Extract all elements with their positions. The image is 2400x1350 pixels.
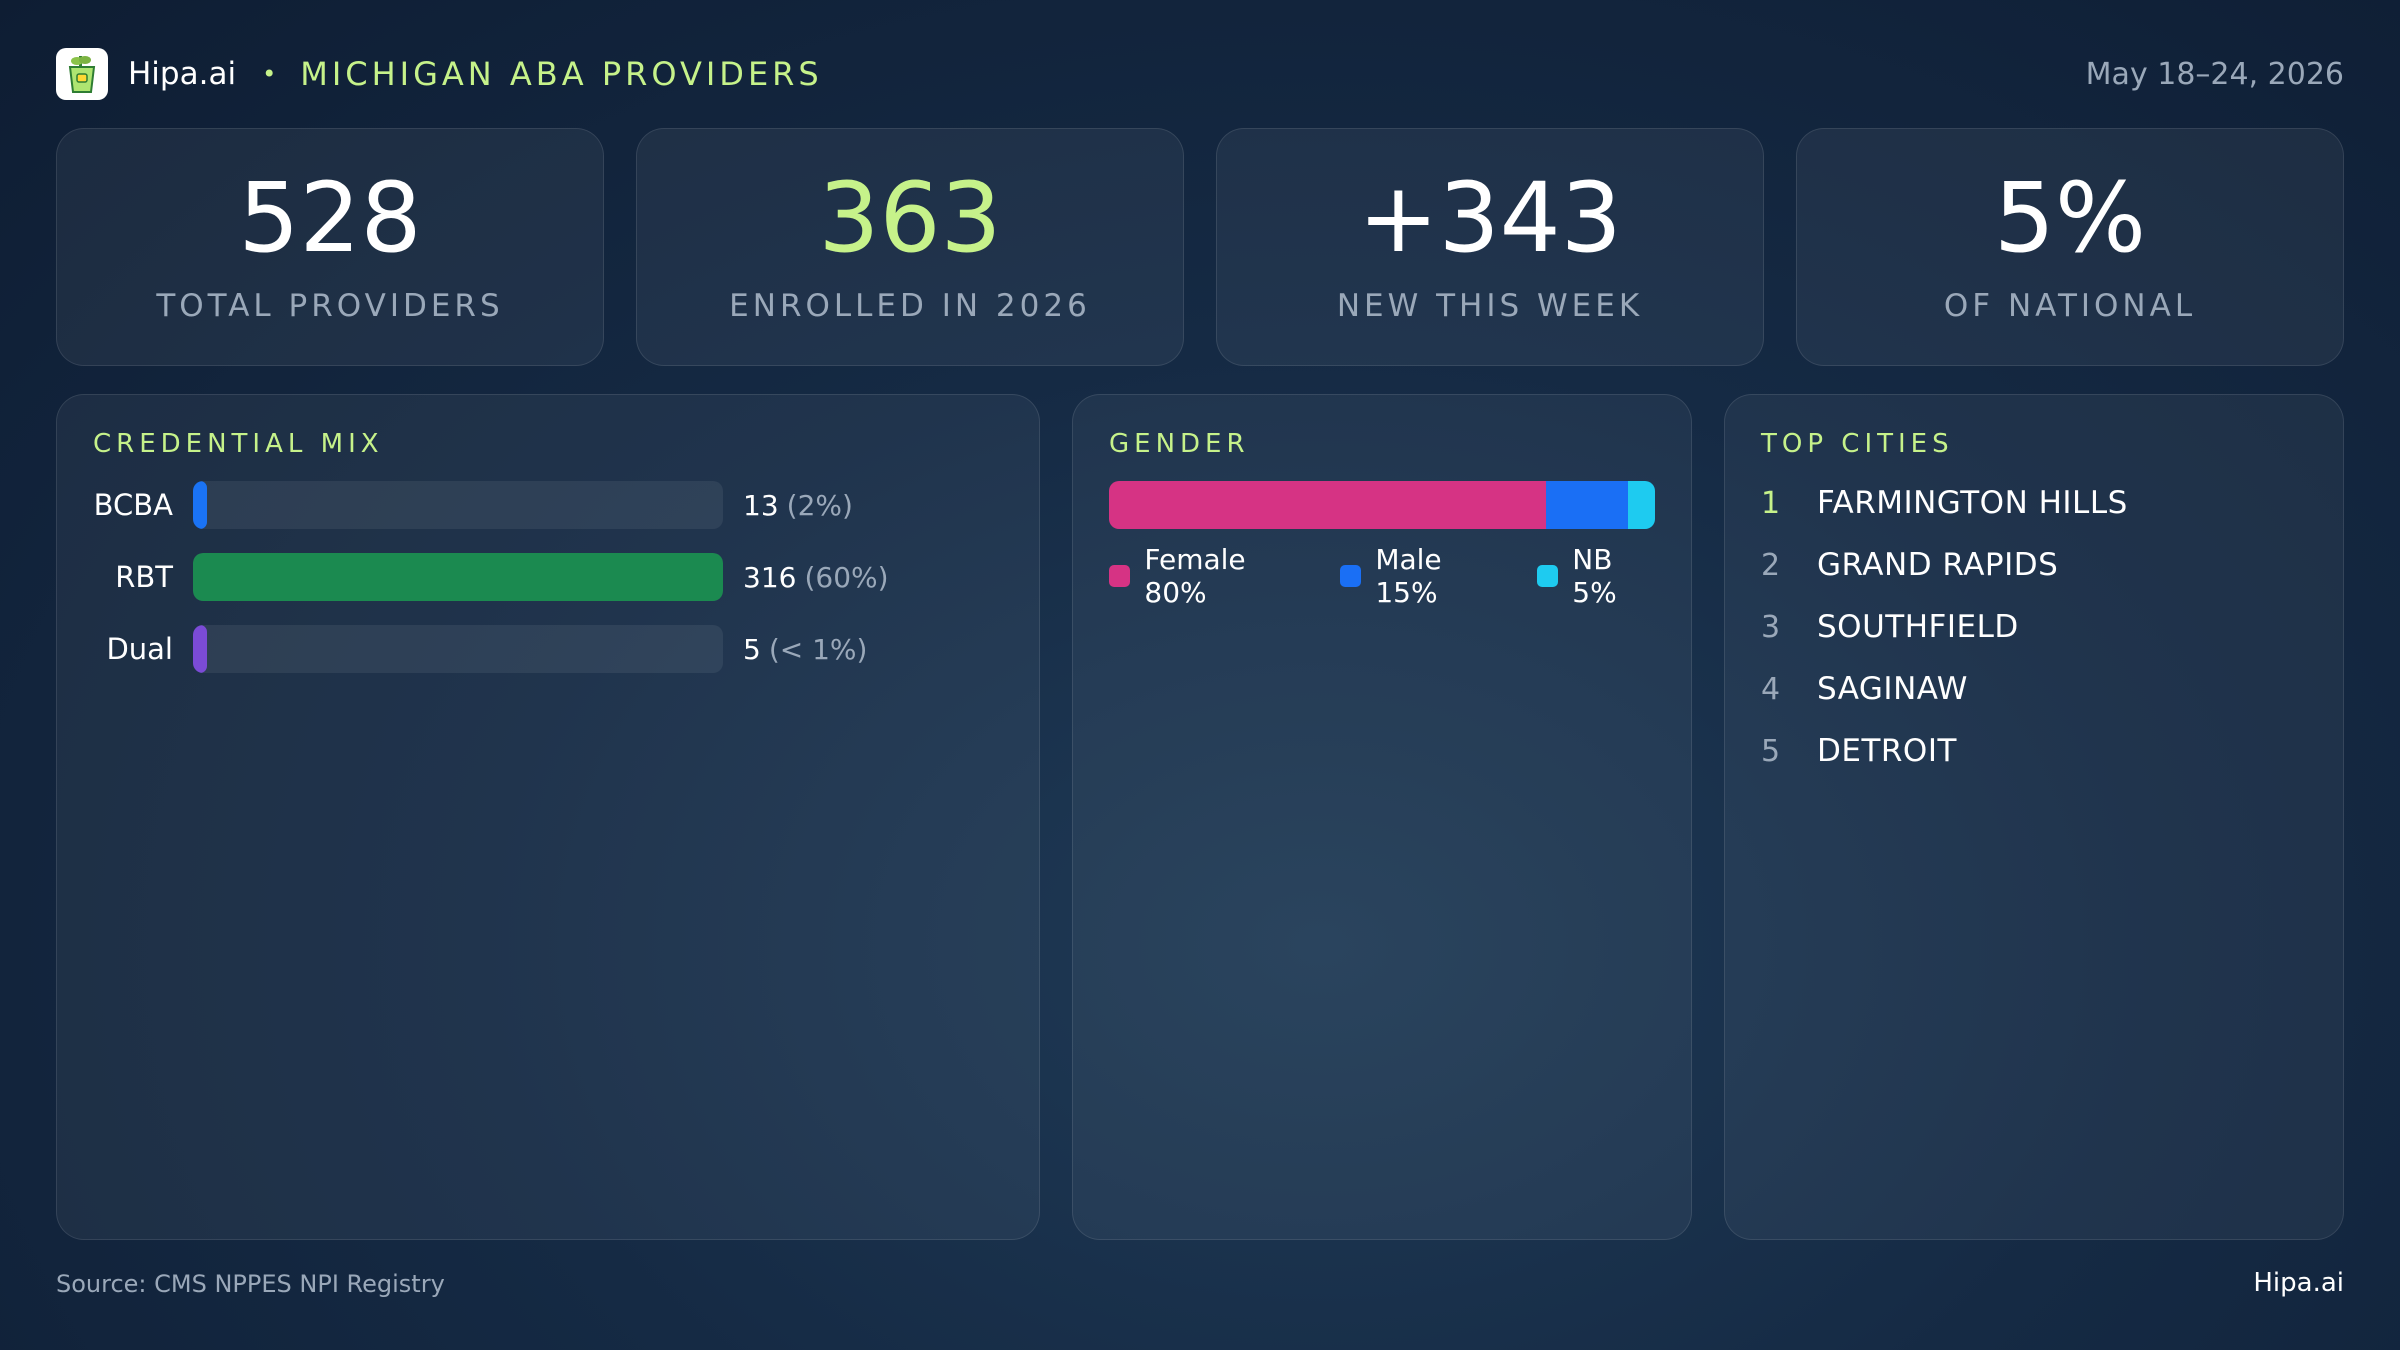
credential-count: 13: [743, 488, 779, 522]
stat-value: 363: [818, 162, 1002, 274]
credential-row-dual: Dual 5 (< 1%): [57, 625, 867, 673]
city-name: DETROIT: [1817, 733, 1957, 769]
credential-track: [193, 553, 723, 601]
panel-title: GENDER: [1109, 429, 1250, 459]
stat-label: TOTAL PROVIDERS: [156, 288, 504, 324]
city-name: GRAND RAPIDS: [1817, 547, 2059, 583]
gender-stacked-bar: [1109, 481, 1655, 529]
header: Hipa.ai • MICHIGAN ABA PROVIDERS May 18–…: [56, 48, 2344, 100]
gender-legend: Female 80% Male 15% NB 5%: [1109, 543, 1691, 609]
credential-bar-dual: [193, 625, 207, 673]
city-name: FARMINGTON HILLS: [1817, 485, 2128, 521]
stat-value: 5%: [1993, 162, 2147, 274]
legend-item-male: Male 15%: [1339, 543, 1509, 609]
drink-cup-icon: [68, 56, 96, 93]
date-range: May 18–24, 2026: [2085, 56, 2344, 92]
credential-mix-panel: CREDENTIAL MIX BCBA 13 (2%) RBT 316 (60%…: [56, 394, 1040, 1240]
gender-panel: GENDER Female 80% Male 15% NB 5%: [1072, 394, 1692, 1240]
gender-segment-nb: [1627, 481, 1655, 529]
stat-enrolled: 363 ENROLLED IN 2026: [636, 128, 1184, 366]
panel-title: CREDENTIAL MIX: [93, 429, 384, 459]
stat-label: ENROLLED IN 2026: [729, 288, 1091, 324]
city-row: 1 FARMINGTON HILLS: [1761, 483, 2128, 523]
legend-swatch: [1339, 565, 1362, 587]
city-name: SOUTHFIELD: [1817, 609, 2019, 645]
brand-name: Hipa.ai: [128, 56, 237, 92]
city-rank: 5: [1761, 733, 1781, 769]
city-rank: 4: [1761, 671, 1781, 707]
credential-label: Dual: [106, 632, 173, 666]
city-rank: 1: [1761, 485, 1781, 521]
credential-track: [193, 481, 723, 529]
footer-brand: Hipa.ai: [2253, 1268, 2344, 1298]
credential-percent: (2%): [786, 488, 853, 522]
city-row: 5 DETROIT: [1761, 731, 1957, 771]
gender-segment-female: [1109, 481, 1546, 529]
stat-value: 528: [238, 162, 422, 274]
city-row: 3 SOUTHFIELD: [1761, 607, 2019, 647]
legend-label: NB 5%: [1572, 543, 1617, 609]
credential-bar-rbt: [193, 553, 723, 601]
page-title: MICHIGAN ABA PROVIDERS: [300, 55, 823, 93]
panel-title: TOP CITIES: [1761, 429, 1954, 459]
stat-of-national: 5% OF NATIONAL: [1796, 128, 2344, 366]
credential-row-bcba: BCBA 13 (2%): [57, 481, 853, 529]
app-logo: [56, 48, 108, 100]
city-rank: 2: [1761, 547, 1781, 583]
legend-label: Female 80%: [1144, 543, 1246, 609]
top-cities-panel: TOP CITIES 1 FARMINGTON HILLS 2 GRAND RA…: [1724, 394, 2344, 1240]
legend-item-female: Female 80%: [1109, 543, 1312, 609]
legend-swatch: [1109, 565, 1131, 587]
city-row: 2 GRAND RAPIDS: [1761, 545, 2058, 585]
stat-new-this-week: +343 NEW THIS WEEK: [1216, 128, 1764, 366]
legend-label: Male 15%: [1375, 543, 1442, 609]
legend-swatch: [1536, 565, 1559, 587]
credential-count: 5: [743, 632, 761, 666]
credential-percent: (< 1%): [768, 632, 868, 666]
city-rank: 3: [1761, 609, 1781, 645]
city-name: SAGINAW: [1817, 671, 1968, 707]
stats-row: 528 TOTAL PROVIDERS 363 ENROLLED IN 2026…: [56, 128, 2344, 366]
credential-percent: (60%): [804, 560, 889, 594]
credential-label: RBT: [115, 560, 173, 594]
credential-count: 316: [743, 560, 797, 594]
credential-bar-bcba: [193, 481, 207, 529]
credential-label: BCBA: [93, 488, 173, 522]
legend-item-nb: NB 5%: [1536, 543, 1663, 609]
stat-label: OF NATIONAL: [1943, 288, 2197, 324]
stat-value: +343: [1358, 162, 1622, 274]
title-separator: •: [262, 60, 277, 88]
credential-row-rbt: RBT 316 (60%): [57, 553, 889, 601]
credential-track: [193, 625, 723, 673]
gender-segment-male: [1545, 481, 1628, 529]
stat-total-providers: 528 TOTAL PROVIDERS: [56, 128, 604, 366]
source-note: Source: CMS NPPES NPI Registry: [56, 1270, 445, 1298]
stat-label: NEW THIS WEEK: [1336, 288, 1644, 324]
city-row: 4 SAGINAW: [1761, 669, 1968, 709]
